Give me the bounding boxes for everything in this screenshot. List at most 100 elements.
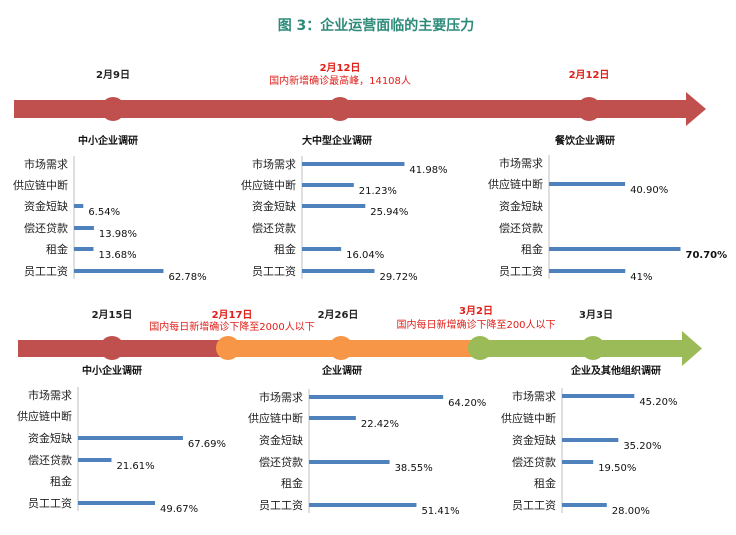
- bar: [74, 204, 84, 208]
- bar: [74, 269, 164, 273]
- bar: [302, 204, 366, 208]
- timeline-2-date: 2月15日: [92, 309, 133, 321]
- data-label: 6.54%: [88, 207, 120, 218]
- category-label: 租金: [534, 476, 556, 490]
- bar: [549, 182, 626, 186]
- data-label: 21.61%: [116, 461, 154, 472]
- timeline-1-dot: [101, 97, 125, 121]
- data-label: 13.98%: [99, 229, 137, 240]
- category-label: 员工工资: [259, 499, 303, 512]
- category-label: 供应链中断: [241, 178, 296, 192]
- category-label: 资金短缺: [259, 433, 303, 447]
- category-label: 偿还贷款: [259, 455, 303, 469]
- data-label: 22.42%: [361, 419, 399, 430]
- panel-title: 企业及其他组织调研: [570, 364, 661, 377]
- timeline-2-event: 国内每日新增确诊下降至2000人以下: [149, 320, 314, 333]
- category-label: 供应链中断: [17, 409, 72, 423]
- timeline-2-dot: [329, 336, 353, 360]
- timeline-2-arrowhead: [682, 331, 702, 366]
- bar: [549, 247, 681, 251]
- category-label: 租金: [521, 242, 543, 256]
- category-label: 市场需求: [259, 390, 303, 404]
- bar: [309, 503, 417, 507]
- category-label: 员工工资: [499, 265, 543, 278]
- timeline-2-dot: [100, 336, 124, 360]
- timeline-2-date: 2月17日: [212, 309, 253, 321]
- category-label: 供应链中断: [501, 411, 556, 425]
- category-label: 供应链中断: [488, 177, 543, 191]
- category-label: 市场需求: [24, 157, 68, 171]
- category-label: 资金短缺: [512, 433, 556, 447]
- category-label: 偿还贷款: [252, 221, 296, 235]
- data-label: 41%: [630, 272, 652, 283]
- bar: [74, 226, 94, 230]
- panel-title: 中小企业调研: [78, 134, 138, 147]
- data-label: 29.72%: [380, 272, 418, 283]
- category-label: 租金: [274, 242, 296, 256]
- data-label: 62.78%: [168, 272, 206, 283]
- data-label: 51.41%: [421, 506, 459, 517]
- category-label: 租金: [50, 474, 72, 488]
- bar: [562, 460, 594, 464]
- bar: [302, 183, 354, 187]
- data-label: 70.70%: [686, 250, 728, 261]
- data-label: 67.69%: [188, 439, 226, 450]
- category-label: 资金短缺: [24, 199, 68, 213]
- bar: [309, 395, 444, 399]
- timeline-1-dot: [328, 97, 352, 121]
- bar: [78, 436, 183, 440]
- category-label: 供应链中断: [13, 178, 68, 192]
- bar: [309, 460, 390, 464]
- category-label: 租金: [46, 242, 68, 256]
- bar: [562, 394, 635, 398]
- data-label: 38.55%: [395, 463, 433, 474]
- data-label: 13.68%: [98, 250, 136, 261]
- timeline-1: 2月9日 2月12日 国内新增确诊最高峰，14108人 2月12日: [14, 62, 706, 126]
- bar: [302, 162, 405, 166]
- bar: [309, 416, 356, 420]
- category-label: 偿还贷款: [28, 453, 72, 467]
- data-label: 40.90%: [630, 185, 668, 196]
- data-label: 21.23%: [359, 186, 397, 197]
- category-label: 市场需求: [28, 388, 72, 402]
- timeline-1-date: 2月9日: [96, 69, 130, 81]
- category-label: 员工工资: [24, 265, 68, 278]
- category-label: 供应链中断: [248, 411, 303, 425]
- data-label: 41.98%: [409, 165, 447, 176]
- bar: [562, 503, 607, 507]
- data-label: 64.20%: [448, 398, 486, 409]
- category-label: 租金: [281, 476, 303, 490]
- timeline-1-date: 2月12日: [569, 69, 610, 81]
- category-label: 市场需求: [512, 389, 556, 403]
- panel-title: 大中型企业调研: [302, 134, 372, 147]
- bar: [302, 269, 375, 273]
- bar: [78, 501, 155, 505]
- timeline-2-event: 国内每日新增确诊下降至200人以下: [396, 318, 555, 331]
- category-label: 偿还贷款: [499, 221, 543, 235]
- bar: [78, 458, 112, 462]
- data-label: 25.94%: [370, 207, 408, 218]
- category-label: 偿还贷款: [512, 455, 556, 469]
- category-label: 资金短缺: [499, 199, 543, 213]
- category-label: 员工工资: [512, 499, 556, 512]
- timeline-1-dot: [577, 97, 601, 121]
- panel-title: 餐饮企业调研: [554, 134, 615, 147]
- bar: [74, 247, 94, 251]
- category-label: 市场需求: [499, 156, 543, 170]
- data-label: 45.20%: [639, 397, 677, 408]
- data-label: 19.50%: [598, 463, 636, 474]
- timeline-2: 2月15日 2月17日 国内每日新增确诊下降至2000人以下 2月26日 3月2…: [18, 305, 702, 366]
- timeline-2-green-segment: [477, 340, 685, 357]
- bar: [549, 269, 626, 273]
- panel-title: 中小企业调研: [82, 364, 142, 377]
- timeline-1-date: 2月12日: [320, 62, 361, 74]
- timeline-2-date: 3月3日: [579, 309, 613, 321]
- category-label: 市场需求: [252, 157, 296, 171]
